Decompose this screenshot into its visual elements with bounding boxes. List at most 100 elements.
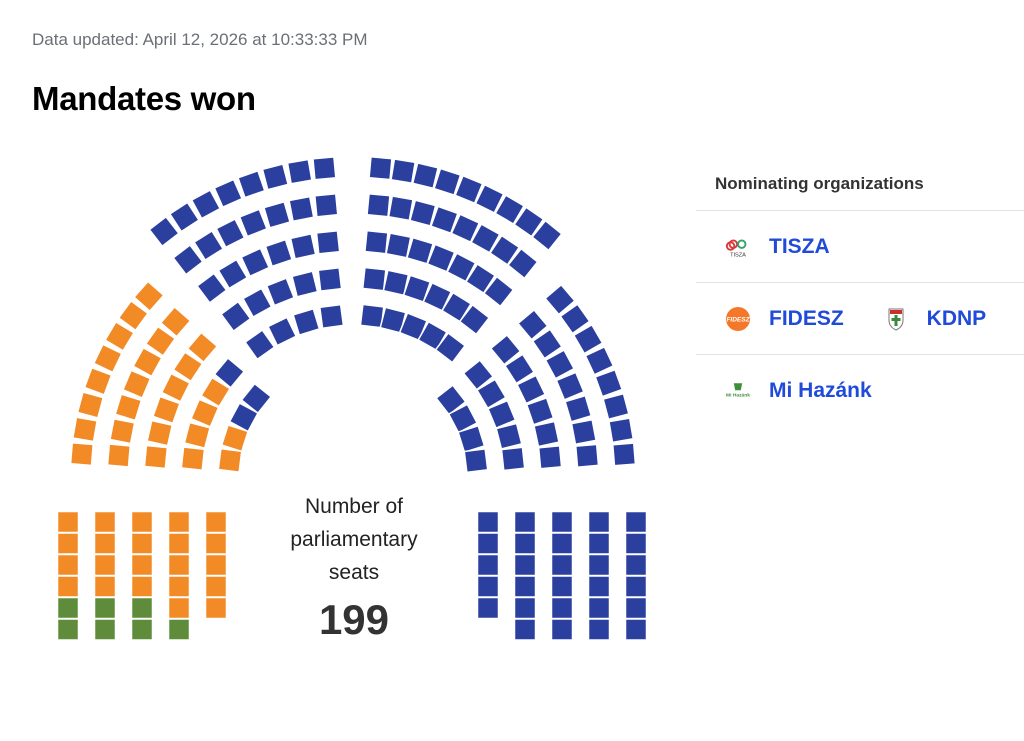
seat-7	[200, 376, 232, 408]
legend-label-kdnp: KDNP	[926, 306, 987, 330]
seat-120	[584, 345, 615, 376]
seat-98	[463, 448, 489, 474]
seat-69	[441, 291, 472, 323]
seat-167	[550, 553, 574, 577]
legend-item-tisza[interactable]: TISZA TISZA	[724, 233, 830, 261]
center-label: Number of parliamentary seats	[254, 490, 454, 589]
seat-73	[406, 236, 434, 265]
seat-170	[550, 618, 574, 641]
seat-6	[190, 398, 220, 428]
seat-57	[261, 163, 290, 191]
seat-177	[624, 510, 648, 534]
seat-142	[130, 618, 154, 641]
seat-136	[93, 618, 117, 641]
seat-143	[167, 510, 191, 534]
seat-91	[474, 183, 505, 214]
seat-168	[550, 575, 574, 598]
seat-162	[513, 575, 537, 598]
seat-79	[387, 195, 414, 222]
seat-50	[288, 195, 315, 223]
seat-26	[92, 343, 123, 374]
seat-129	[56, 596, 80, 620]
seat-95	[435, 384, 467, 416]
seat-107	[525, 396, 555, 426]
seat-52	[148, 215, 180, 248]
seat-92	[494, 194, 525, 225]
seat-84	[488, 234, 521, 266]
seat-72	[385, 232, 412, 259]
seat-32	[292, 307, 321, 336]
fidesz-logo-text: FIDESZ	[726, 316, 750, 323]
seat-38	[317, 266, 343, 292]
seat-5	[183, 421, 211, 450]
seat-2	[228, 402, 260, 433]
center-label-line-3: seats	[328, 561, 380, 584]
seat-178	[624, 532, 648, 555]
seat-169	[550, 596, 574, 620]
legend-item-mi-hazank[interactable]: Mi Hazánk Mi Hazánk	[724, 377, 872, 405]
seat-140	[130, 575, 154, 598]
seat-160	[513, 532, 537, 555]
seat-139	[130, 553, 154, 577]
seat-39	[196, 272, 228, 304]
parliament-chart	[56, 155, 648, 641]
seat-90	[454, 174, 484, 205]
seat-146	[167, 575, 191, 598]
legend-item-fidesz[interactable]: FIDESZ FIDESZ	[724, 305, 844, 333]
seat-25	[83, 366, 113, 396]
legend-item-kdnp[interactable]: KDNP	[882, 305, 987, 333]
seat-47	[215, 218, 246, 249]
seat-3	[240, 382, 273, 415]
seat-134	[93, 575, 117, 598]
seat-135	[93, 596, 117, 620]
seat-37	[291, 270, 319, 298]
seat-105	[503, 353, 536, 385]
seat-51	[314, 193, 339, 218]
updated-timestamp: Data updated: April 12, 2026 at 10:33:33…	[32, 30, 368, 49]
seat-179	[624, 553, 648, 577]
seat-181	[624, 596, 648, 620]
seat-164	[513, 618, 537, 641]
seat-33	[318, 303, 345, 330]
seat-76	[464, 263, 497, 295]
seat-133	[93, 553, 117, 577]
seat-74	[426, 243, 456, 273]
center-label-line-1: Number of	[304, 495, 404, 518]
seat-45	[172, 244, 204, 276]
seat-44	[315, 229, 341, 255]
seat-70	[458, 303, 491, 336]
seat-16	[109, 418, 136, 445]
seat-29	[133, 280, 165, 313]
seat-175	[587, 596, 611, 620]
seat-103	[500, 446, 526, 472]
seat-96	[447, 403, 479, 434]
seat-85	[506, 247, 539, 280]
seat-22	[69, 441, 95, 467]
seat-10	[146, 419, 174, 447]
seat-53	[168, 201, 200, 233]
seat-36	[265, 277, 295, 307]
seat-165	[550, 510, 574, 534]
seat-58	[286, 158, 313, 185]
seat-176	[587, 618, 611, 641]
seat-155	[476, 532, 500, 555]
legend: Nominating organizations TISZA TISZA FID…	[696, 160, 1024, 427]
seat-112	[544, 349, 576, 380]
seat-137	[130, 510, 154, 534]
seat-40	[217, 258, 249, 290]
fidesz-logo-icon: FIDESZ	[724, 305, 752, 333]
legend-label-fidesz: FIDESZ	[769, 306, 844, 330]
seat-21	[159, 305, 192, 338]
tisza-logo-text: TISZA	[730, 252, 746, 258]
seat-171	[587, 510, 611, 534]
seat-149	[204, 510, 228, 534]
seat-55	[213, 178, 244, 209]
seat-80	[409, 199, 437, 227]
seat-127	[56, 553, 80, 577]
seat-65	[361, 266, 387, 292]
seat-94	[531, 219, 563, 252]
mi-hazank-logo-text: Mi Hazánk	[726, 393, 750, 399]
seat-138	[130, 532, 154, 555]
seat-161	[513, 553, 537, 577]
tisza-logo-icon: TISZA	[724, 233, 752, 261]
